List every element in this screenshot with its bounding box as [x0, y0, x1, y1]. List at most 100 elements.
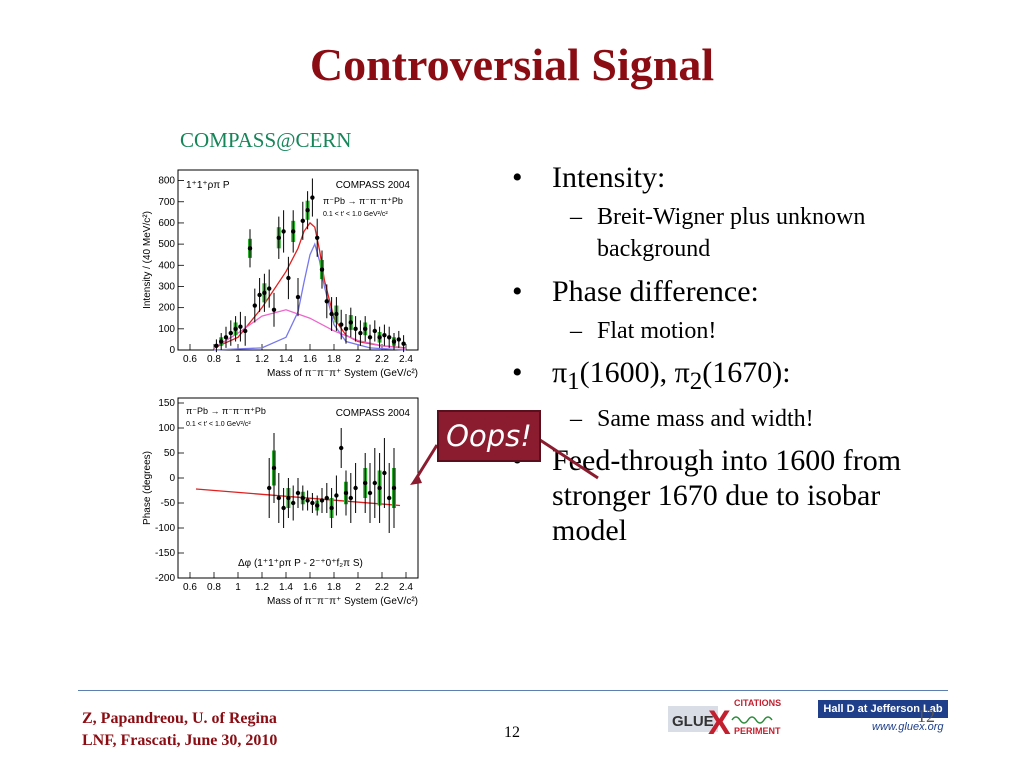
- data-point: [291, 229, 296, 234]
- y-tick-label: 150: [158, 398, 175, 409]
- x-tick-label: 1: [235, 354, 241, 365]
- data-point: [243, 328, 248, 334]
- x-tick-label: 2.4: [399, 354, 413, 365]
- x-axis-label: Mass of π⁻π⁻π⁺ System (GeV/c²): [267, 368, 418, 379]
- data-point: [286, 495, 291, 501]
- data-point: [396, 337, 401, 342]
- x-tick-label: 0.6: [183, 354, 197, 365]
- oops-callout: Oops!: [437, 410, 541, 462]
- x-tick-label: 1.2: [255, 582, 269, 593]
- x-tick-label: 0.8: [207, 582, 221, 593]
- phase-legend: Δφ (1⁺1⁺ρπ P - 2⁻⁺0⁺f₂π S): [238, 558, 363, 569]
- data-point: [233, 326, 238, 332]
- bullet-item: •Feed-through into 1600 from stronger 16…: [512, 444, 902, 548]
- data-point: [382, 332, 387, 338]
- data-point: [267, 485, 272, 491]
- data-point: [372, 480, 377, 486]
- sub-bullet-item: – Flat motion!: [570, 317, 717, 344]
- x-tick-label: 0.6: [183, 582, 197, 593]
- footer-credit: Z, Papandreou, U. of Regina LNF, Frascat…: [82, 710, 278, 750]
- panel-label: 1⁺1⁺ρπ P: [186, 180, 230, 191]
- bullet-item: • Intensity:: [512, 161, 666, 194]
- x-axis-label: Mass of π⁻π⁻π⁺ System (GeV/c²): [267, 596, 418, 607]
- slide-title: Controversial Signal: [309, 39, 715, 90]
- x-tick-label: 2.4: [399, 582, 413, 593]
- data-point: [387, 495, 392, 501]
- data-point: [334, 493, 339, 498]
- reaction-label: π⁻Pb → π⁻π⁻π⁺Pb: [186, 406, 266, 416]
- data-point: [305, 208, 310, 213]
- svg-text:CITATIONS: CITATIONS: [734, 698, 781, 708]
- data-point: [300, 495, 305, 501]
- data-point: [286, 275, 291, 281]
- data-point: [315, 503, 320, 508]
- data-point: [276, 235, 281, 240]
- x-tick-label: 1.8: [327, 354, 341, 365]
- data-point: [353, 485, 358, 491]
- data-point: [271, 465, 277, 471]
- sub-bullet-item: – Same mass and width!: [570, 405, 814, 432]
- bullet-item: • Phase difference:: [512, 274, 759, 308]
- data-point: [358, 330, 363, 336]
- data-point: [391, 485, 397, 491]
- y-tick-label: -150: [155, 548, 175, 559]
- data-point: [281, 505, 286, 511]
- data-point: [363, 480, 368, 486]
- y-tick-label: 100: [158, 423, 175, 434]
- footer-divider: [78, 690, 948, 691]
- data-point: [228, 330, 233, 336]
- data-point: [271, 307, 277, 312]
- x-tick-label: 2.2: [375, 582, 389, 593]
- cut-label: 0.1 < t' < 1.0 GeV²/c²: [186, 421, 251, 428]
- data-point: [348, 495, 353, 501]
- fit-curve: [213, 309, 407, 349]
- data-point: [329, 505, 334, 511]
- data-point: [324, 495, 329, 501]
- data-point: [295, 294, 301, 300]
- hall-d-url: www.gluex.org: [872, 721, 944, 733]
- bullet-pi-text: π1(1600), π2(1670):: [552, 356, 791, 396]
- y-tick-label: -100: [155, 523, 175, 534]
- data-point: [334, 311, 339, 317]
- cut-label: 0.1 < t' < 1.0 GeV²/c²: [323, 211, 388, 218]
- data-point: [343, 490, 349, 496]
- data-point: [348, 320, 353, 325]
- y-tick-label: -200: [155, 573, 175, 584]
- hall-d-logo: Hall D at Jefferson Lab: [818, 700, 948, 718]
- data-point: [319, 498, 325, 503]
- data-point: [238, 324, 243, 329]
- x-tick-label: 2: [355, 354, 361, 365]
- corner-page-number: 12: [917, 706, 935, 726]
- y-tick-label: 400: [158, 260, 175, 271]
- data-point: [291, 500, 296, 506]
- source-label: COMPASS@CERN: [180, 128, 352, 152]
- y-tick-label: 700: [158, 197, 175, 208]
- data-point: [367, 490, 373, 496]
- data-point: [281, 229, 286, 234]
- data-point: [315, 235, 320, 240]
- data-point: [310, 195, 315, 200]
- data-point: [214, 343, 219, 348]
- sub-bullet-item: – Breit-Wigner plus unknown background: [570, 204, 866, 263]
- x-tick-label: 1: [235, 582, 241, 593]
- plot-frame: [177, 169, 419, 351]
- data-point: [339, 322, 344, 327]
- data-point: [372, 328, 377, 334]
- x-tick-label: 1.8: [327, 582, 341, 593]
- data-point: [219, 339, 224, 344]
- y-tick-label: -50: [161, 498, 176, 509]
- y-tick-label: 800: [158, 176, 175, 187]
- data-point: [353, 326, 358, 332]
- bullet-list: • Intensity: – Breit-Wigner plus unknown b…: [508, 160, 948, 554]
- bullet-item: • π1(1600), π2(1670):: [512, 356, 791, 396]
- data-point: [223, 335, 229, 340]
- data-point: [382, 470, 387, 476]
- x-tick-label: 1.2: [255, 354, 269, 365]
- data-point: [247, 246, 253, 251]
- data-point: [305, 498, 310, 503]
- data-point: [391, 339, 397, 344]
- data-point: [300, 218, 305, 224]
- svg-text:PERIMENT: PERIMENT: [734, 726, 781, 736]
- fit-curve: [213, 242, 407, 351]
- data-point: [267, 286, 272, 291]
